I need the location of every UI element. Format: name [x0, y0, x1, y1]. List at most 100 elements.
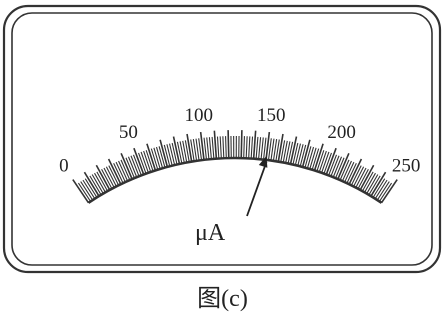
scale-label: 250: [392, 155, 421, 176]
major-tick: [186, 133, 193, 162]
pointer-needle: [246, 155, 268, 217]
minor-tick: [374, 179, 388, 200]
minor-tick: [328, 154, 338, 176]
minor-tick: [179, 141, 185, 164]
minor-tick: [132, 154, 142, 176]
minor-tick: [101, 169, 113, 189]
minor-tick: [287, 141, 294, 164]
minor-tick: [166, 144, 173, 166]
minor-tick: [275, 139, 280, 162]
major-tick: [265, 131, 271, 160]
major-tick: [107, 158, 122, 185]
minor-tick: [341, 160, 352, 182]
minor-tick: [80, 181, 94, 201]
minor-tick: [103, 167, 115, 188]
minor-tick: [378, 182, 393, 202]
major-tick: [277, 133, 284, 162]
major-tick: [240, 130, 243, 159]
minor-tick: [94, 172, 106, 193]
major-tick: [172, 136, 181, 165]
scale-label: 150: [257, 105, 286, 126]
minor-tick: [113, 162, 124, 184]
minor-tick: [105, 166, 117, 187]
minor-tick: [130, 155, 140, 177]
major-tick: [199, 131, 205, 160]
minor-tick: [270, 138, 275, 161]
minor-tick: [158, 146, 166, 168]
minor-tick: [118, 160, 129, 182]
minor-tick: [138, 152, 147, 174]
minor-tick: [89, 175, 102, 196]
minor-tick: [192, 138, 198, 161]
minor-tick: [318, 150, 327, 173]
minor-tick: [143, 150, 152, 173]
minor-tick: [297, 144, 304, 166]
minor-tick: [145, 150, 154, 172]
major-tick: [359, 164, 375, 191]
minor-tick: [190, 139, 195, 162]
minor-tick: [304, 146, 312, 168]
minor-tick: [182, 140, 188, 163]
scale-label: 200: [327, 122, 356, 143]
needle-shaft: [246, 161, 268, 217]
major-tick: [313, 143, 324, 171]
minor-tick: [344, 161, 355, 183]
major-tick: [252, 130, 257, 159]
minor-tick: [243, 136, 245, 159]
minor-tick: [311, 148, 320, 170]
minor-tick: [330, 155, 340, 177]
minor-tick: [250, 136, 254, 159]
needle-arrowhead: [258, 155, 268, 168]
minor-tick: [225, 136, 227, 159]
minor-tick: [245, 136, 248, 159]
scale-arcs: [87, 156, 383, 204]
minor-tick: [372, 178, 386, 198]
minor-tick: [306, 146, 315, 169]
major-tick: [213, 130, 218, 159]
major-tick: [146, 143, 157, 171]
minor-tick: [198, 138, 203, 161]
minor-tick: [195, 138, 200, 161]
major-tick: [227, 130, 230, 159]
major-tick: [83, 171, 100, 197]
minor-tick: [350, 165, 362, 186]
minor-tick: [248, 136, 251, 159]
minor-tick: [155, 146, 164, 169]
minor-tick: [357, 169, 369, 189]
minor-tick: [339, 159, 350, 181]
minor-tick: [120, 159, 131, 181]
scale-labels: 0 50 100 150 200 250: [59, 105, 420, 176]
minor-tick: [84, 178, 98, 198]
minor-tick: [96, 171, 109, 192]
minor-tick: [91, 174, 104, 194]
minor-tick: [263, 137, 267, 160]
minor-tick: [353, 166, 365, 187]
minor-tick: [184, 140, 190, 163]
major-tick: [348, 158, 363, 185]
minor-tick: [163, 144, 171, 167]
minor-tick: [323, 152, 332, 174]
minor-tick: [211, 136, 215, 159]
minor-tick: [208, 137, 212, 160]
minor-tick: [140, 151, 149, 173]
minor-tick: [292, 142, 299, 165]
major-tick: [133, 147, 145, 175]
minor-tick: [364, 172, 376, 193]
minor-tick: [376, 181, 390, 201]
minor-tick: [361, 171, 374, 192]
minor-tick: [285, 141, 291, 164]
scale-label: 100: [185, 105, 214, 126]
major-tick: [120, 152, 133, 180]
minor-tick: [355, 167, 367, 188]
major-tick: [95, 164, 111, 191]
minor-tick: [280, 140, 286, 163]
minor-tick: [267, 138, 272, 161]
minor-tick: [282, 140, 288, 163]
major-tick: [301, 139, 311, 168]
minor-tick: [332, 156, 343, 178]
minor-tick: [168, 143, 176, 166]
minor-tick: [335, 157, 345, 179]
minor-tick: [294, 143, 302, 166]
minor-tick: [82, 179, 96, 200]
minor-tick: [366, 174, 379, 194]
